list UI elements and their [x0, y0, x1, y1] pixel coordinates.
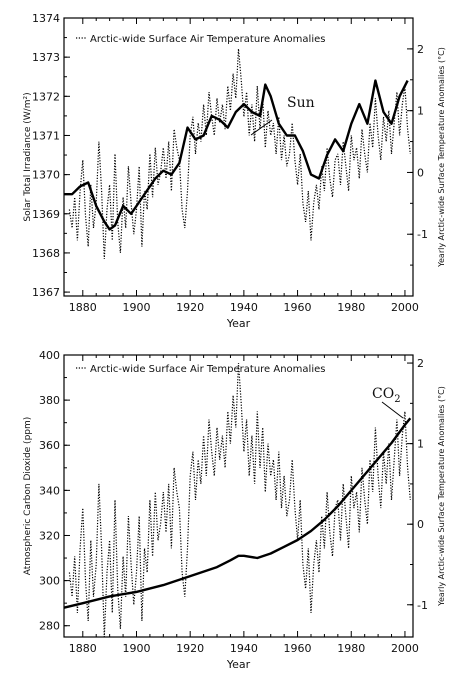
x-tick-label: 1920	[176, 301, 204, 314]
x-tick-label: 1900	[122, 301, 150, 314]
y-right-tick-label: -1	[417, 599, 428, 612]
y-right-tick-label: 2	[417, 357, 424, 370]
x-tick-label: 2000	[391, 301, 419, 314]
y-tick-label: 400	[39, 349, 60, 362]
x-tick-label: 1980	[337, 301, 365, 314]
y-tick-label: 1374	[32, 12, 60, 25]
y-right-tick-label: 0	[417, 518, 424, 531]
temperature-anomaly-line	[68, 48, 411, 259]
x-tick-label: 1880	[69, 642, 97, 655]
y-tick-label: 1368	[32, 247, 60, 260]
y-tick-label: 300	[39, 575, 60, 588]
y-right-tick-label: 1	[417, 105, 424, 118]
y-tick-label: 1370	[32, 169, 60, 182]
x-tick-label: 1880	[69, 301, 97, 314]
x-tick-label: 1960	[284, 301, 312, 314]
x-axis-title: Year	[226, 658, 251, 671]
x-tick-label: 1980	[337, 642, 365, 655]
annotation-pointer	[250, 119, 273, 136]
x-tick-label: 1940	[230, 642, 258, 655]
legend-label: Arctic-wide Surface Air Temperature Anom…	[90, 364, 325, 375]
y-right-tick-label: 2	[417, 43, 424, 56]
series-annotation-subscript: 2	[394, 394, 400, 405]
y-right-axis-title: Yearly Arctic-wide Surface Temperature A…	[437, 47, 446, 268]
y-right-tick-label: 1	[417, 438, 424, 451]
y-right-axis-title: Yearly Arctic-wide Surface Temperature A…	[437, 386, 446, 607]
series-annotation: CO2	[372, 386, 401, 405]
y-tick-label: 380	[39, 394, 60, 407]
temperature-anomaly-line	[68, 363, 411, 638]
chart-panel-1: 1880 1900 1920 1940 1960 1980 2000 1367 1368 1369…	[23, 12, 446, 330]
x-tick-label: 1900	[122, 642, 150, 655]
solar-irradiance-line	[64, 79, 409, 231]
x-tick-label: 1940	[230, 301, 258, 314]
plot-frame	[63, 354, 414, 638]
y-tick-label: 1373	[32, 51, 60, 64]
x-tick-label: 2000	[391, 642, 419, 655]
plot-frame	[63, 17, 414, 297]
legend-label: Arctic-wide Surface Air Temperature Anom…	[90, 34, 325, 45]
y-right-tick-label: -1	[417, 228, 428, 241]
y-tick-label: 1369	[32, 208, 60, 221]
y-tick-label: 1367	[32, 286, 60, 299]
series-annotation-main: Sun	[287, 95, 315, 111]
x-axis-title: Year	[226, 317, 251, 330]
y-tick-label: 320	[39, 529, 60, 542]
y-axis-title: Solar Total Irradiance (W/m²)	[23, 92, 33, 221]
y-tick-label: 1372	[32, 90, 60, 103]
series-annotation-main: CO	[372, 386, 394, 402]
series-annotation: Sun	[287, 95, 315, 111]
y-tick-label: 360	[39, 439, 60, 452]
x-tick-label: 1960	[284, 642, 312, 655]
x-tick-label: 1920	[176, 642, 204, 655]
y-tick-label: 340	[39, 484, 60, 497]
chart-panel-2: 1880 1900 1920 1940 1960 1980 2000 280 300 320 340…	[23, 349, 446, 671]
y-right-tick-label: 0	[417, 166, 424, 179]
y-tick-label: 280	[39, 620, 60, 633]
y-tick-label: 1371	[32, 129, 60, 142]
annotation-pointer	[381, 401, 404, 419]
y-axis-title: Atmospheric Carbon Dioxide (ppm)	[23, 417, 33, 576]
